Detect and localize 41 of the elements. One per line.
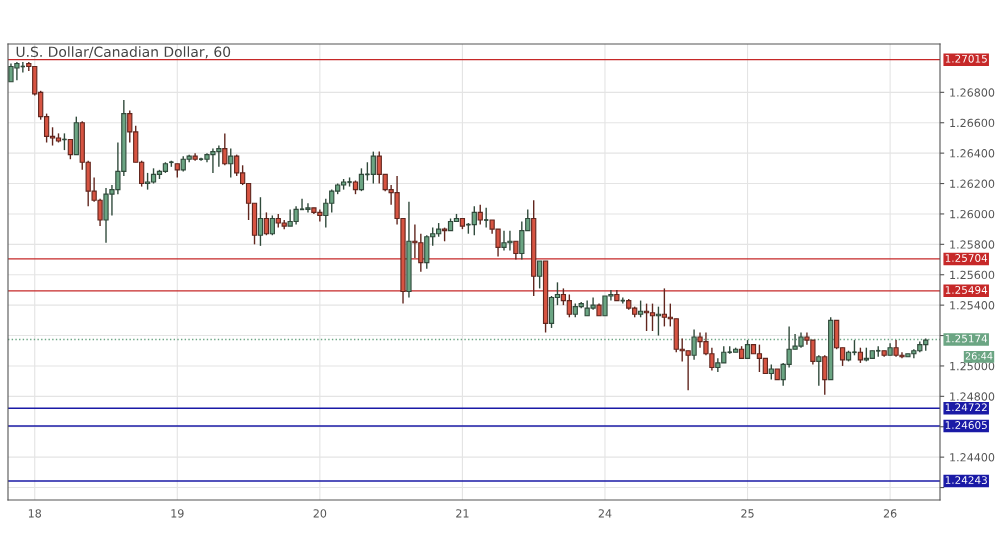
y-tick-label: 1.26800: [950, 88, 995, 97]
candlestick: [744, 339, 751, 360]
candlestick: [269, 214, 275, 236]
candlestick: [471, 205, 477, 236]
chart-title: U.S. Dollar/Canadian Dollar, 60: [16, 46, 231, 59]
x-tick-label: 19: [171, 509, 184, 518]
y-tick-label: 1.26200: [950, 179, 995, 188]
x-tick-label: 20: [313, 509, 327, 518]
x-tick-label: 21: [456, 509, 469, 518]
ref-line-label: 1.27015: [945, 54, 987, 63]
text: 26:44: [965, 352, 993, 360]
candlestick: [477, 204, 483, 226]
ref-line-label: 1.24605: [945, 421, 987, 429]
x-tick-label: 18: [28, 509, 42, 518]
y-tick-label: 1.26000: [950, 209, 995, 219]
y-tick-label: 1.24800: [950, 392, 995, 401]
y-tick-label: 1.25800: [950, 240, 995, 249]
candlestick: [370, 150, 376, 185]
candlestick: [358, 167, 365, 192]
ref-line-label: 1.24722: [945, 403, 987, 412]
y-tick-label: 1.26600: [950, 118, 995, 128]
candlestick: [67, 138, 74, 160]
x-tick-label: 26: [883, 509, 897, 518]
candlestick: [222, 132, 228, 166]
candlestick: [263, 211, 270, 236]
ref-line-label: 1.24243: [945, 476, 987, 485]
y-tick-label: 1.25400: [950, 301, 995, 310]
ref-line-label: 1.25494: [945, 285, 988, 294]
candlestick: [822, 354, 828, 396]
candlestick: [816, 354, 822, 387]
candlestick: [537, 260, 543, 290]
candlestick: [257, 196, 264, 247]
x-tick-label: 25: [741, 509, 754, 518]
ref-line-label: 1.25704: [945, 254, 988, 262]
candlestick: [513, 240, 519, 261]
ref-line-label: 1.25174: [945, 334, 988, 343]
y-tick-label: 1.24400: [950, 453, 995, 462]
y-tick-label: 1.25000: [950, 361, 995, 371]
x-tick-label: 24: [598, 509, 612, 518]
y-tick-label: 1.26400: [950, 149, 995, 158]
y-tick-label: 1.25600: [950, 270, 995, 280]
